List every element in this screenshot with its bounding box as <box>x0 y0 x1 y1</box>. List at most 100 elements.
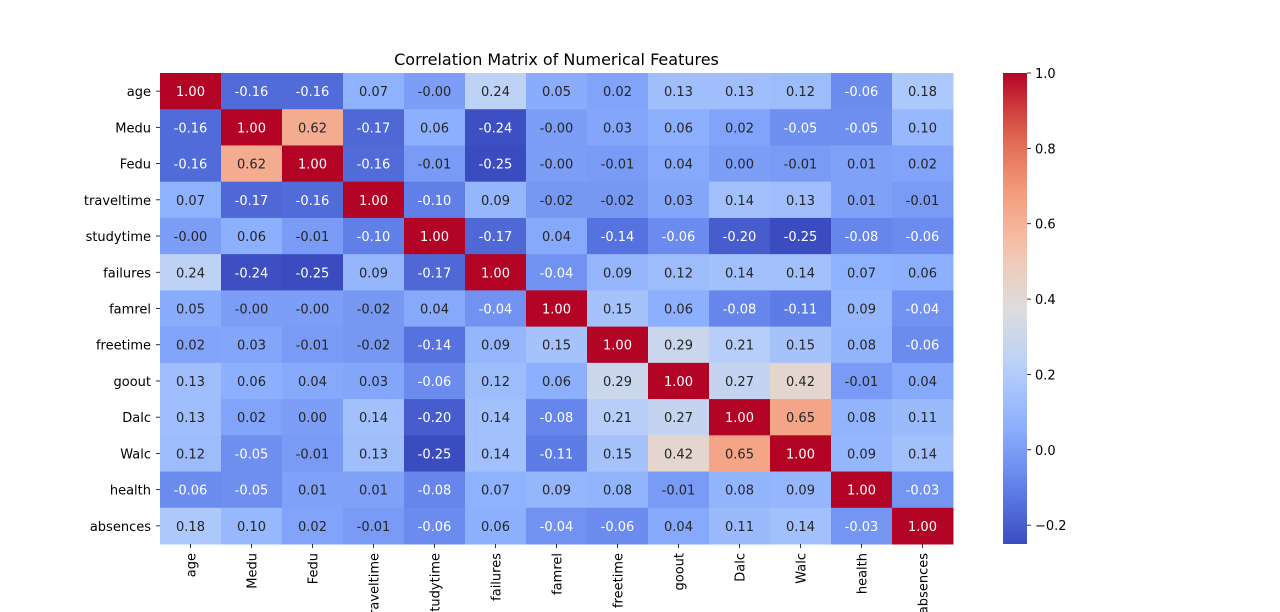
heatmap-cell-value: -0.24 <box>235 266 269 281</box>
heatmap-cell-freetime-absences <box>892 326 954 364</box>
heatmap-cell-value: 0.11 <box>725 520 754 535</box>
heatmap-cell-Dalc-Medu <box>221 399 283 436</box>
heatmap-cell-famrel-traveltime <box>343 290 405 328</box>
heatmap-cell-value: 0.29 <box>603 375 632 390</box>
heatmap-cell-traveltime-Fedu <box>282 181 344 219</box>
heatmap-cell-value: -0.08 <box>540 411 574 426</box>
heatmap-cell-goout-famrel <box>526 362 588 400</box>
heatmap-cell-value: -0.04 <box>906 303 940 318</box>
heatmap-cell-value: 0.12 <box>176 447 205 462</box>
heatmap-cell-Medu-absences <box>892 109 954 146</box>
colorbar-gradient <box>1003 73 1027 544</box>
x-tick-label-goout: goout <box>673 553 688 591</box>
heatmap-cell-value: -0.03 <box>906 484 940 499</box>
heatmap-cell-value: -0.20 <box>418 411 452 426</box>
heatmap-cell-value: -0.05 <box>784 121 818 136</box>
y-tick-label-freetime: freetime <box>96 339 151 354</box>
heatmap-cell-value: 0.27 <box>725 375 754 390</box>
heatmap-cell-value: 0.04 <box>420 303 449 318</box>
heatmap-cell-Medu-health <box>831 109 893 146</box>
heatmap-cell-goout-traveltime <box>343 362 405 400</box>
heatmap-cell-traveltime-goout <box>648 181 710 219</box>
heatmap-cell-goout-absences <box>892 362 954 400</box>
heatmap-cell-absences-Medu <box>221 507 283 545</box>
heatmap-cell-goout-Medu <box>221 362 283 400</box>
heatmap-cell-value: 0.18 <box>908 85 937 100</box>
heatmap-cell-famrel-Fedu <box>282 290 344 328</box>
heatmap-cell-age-health <box>831 73 893 110</box>
heatmap-cell-value: 0.06 <box>237 375 266 390</box>
heatmap-cell-value: 0.04 <box>542 230 571 245</box>
heatmap-cell-value: -0.10 <box>418 194 452 209</box>
heatmap-cell-value: 0.09 <box>847 447 876 462</box>
heatmap-cell-Medu-goout <box>648 109 710 146</box>
heatmap-cell-traveltime-Walc <box>770 181 832 219</box>
heatmap-cell-age-Fedu <box>282 73 344 110</box>
heatmap-cell-value: -0.02 <box>540 194 574 209</box>
heatmap-cell-studytime-Walc <box>770 217 832 255</box>
heatmap-cell-value: -0.00 <box>174 230 208 245</box>
heatmap-cell-failures-Medu <box>221 254 283 291</box>
heatmap-cell-studytime-studytime <box>404 217 466 255</box>
heatmap-cell-value: -0.02 <box>357 339 391 354</box>
heatmap-cell-value: -0.05 <box>845 121 879 136</box>
heatmap-cell-value: -0.08 <box>845 230 879 245</box>
heatmap-cell-studytime-absences <box>892 217 954 255</box>
heatmap-cell-value: -0.25 <box>296 266 330 281</box>
heatmap-cell-failures-goout <box>648 254 710 291</box>
heatmap-cell-age-failures <box>465 73 527 110</box>
heatmap-cell-traveltime-health <box>831 181 893 219</box>
heatmap-cell-age-Medu <box>221 73 283 110</box>
heatmap-cell-goout-Dalc <box>709 362 771 400</box>
heatmap-cell-value: 0.15 <box>603 303 632 318</box>
heatmap-cell-absences-traveltime <box>343 507 405 545</box>
heatmap-cell-value: 1.00 <box>542 303 571 318</box>
heatmap-cell-Fedu-goout <box>648 145 710 183</box>
heatmap-cell-traveltime-traveltime <box>343 181 405 219</box>
heatmap-cell-goout-failures <box>465 362 527 400</box>
y-tick-label-age: age <box>127 85 151 100</box>
heatmap-cell-Walc-Walc <box>770 435 832 473</box>
heatmap-cell-failures-absences <box>892 254 954 291</box>
heatmap-cell-Medu-studytime <box>404 109 466 146</box>
heatmap-cell-Fedu-studytime <box>404 145 466 183</box>
heatmap-cell-studytime-Fedu <box>282 217 344 255</box>
heatmap-cell-value: -0.10 <box>357 230 391 245</box>
heatmap-cell-value: -0.01 <box>601 158 635 173</box>
heatmap-cell-value: 0.14 <box>725 194 754 209</box>
heatmap-cell-Medu-age <box>160 109 222 146</box>
heatmap-cell-absences-age <box>160 507 222 545</box>
heatmap-cell-Walc-Medu <box>221 435 283 473</box>
heatmap-cell-value: -0.04 <box>540 266 574 281</box>
heatmap-cell-value: 0.07 <box>359 85 388 100</box>
heatmap-cell-value: 0.08 <box>725 484 754 499</box>
heatmap-cell-value: 0.06 <box>481 520 510 535</box>
heatmap-cell-value: 0.04 <box>664 520 693 535</box>
heatmap-cell-Walc-age <box>160 435 222 473</box>
heatmap-cell-value: 0.05 <box>176 303 205 318</box>
heatmap-cell-Dalc-studytime <box>404 399 466 436</box>
heatmap-cell-traveltime-Medu <box>221 181 283 219</box>
heatmap-cell-value: 0.06 <box>237 230 266 245</box>
heatmap-cell-age-famrel <box>526 73 588 110</box>
x-axis-labels: age Medu Fedu traveltime studytime failures fa… <box>185 544 932 612</box>
heatmap-cell-value: 0.13 <box>786 194 815 209</box>
heatmap-cell-health-health <box>831 471 893 509</box>
heatmap-cell-value: 1.00 <box>420 230 449 245</box>
y-tick-label-health: health <box>110 484 151 499</box>
heatmap-cell-Walc-freetime <box>587 435 649 473</box>
heatmap-cell-Fedu-Medu <box>221 145 283 183</box>
y-tick-label-Medu: Medu <box>115 121 151 136</box>
heatmap-cell-value: 0.06 <box>542 375 571 390</box>
heatmap-cell-value: -0.17 <box>357 121 391 136</box>
x-tick-label-Dalc: Dalc <box>734 553 749 582</box>
heatmap-cell-value: 1.00 <box>298 158 327 173</box>
heatmap-cell-health-goout <box>648 471 710 509</box>
heatmap-cell-Dalc-famrel <box>526 399 588 436</box>
heatmap-cell-famrel-studytime <box>404 290 466 328</box>
colorbar-tick-label: 0.2 <box>1035 368 1056 383</box>
heatmap-cell-traveltime-failures <box>465 181 527 219</box>
x-tick-label-age: age <box>185 553 200 577</box>
heatmap-cell-Fedu-traveltime <box>343 145 405 183</box>
